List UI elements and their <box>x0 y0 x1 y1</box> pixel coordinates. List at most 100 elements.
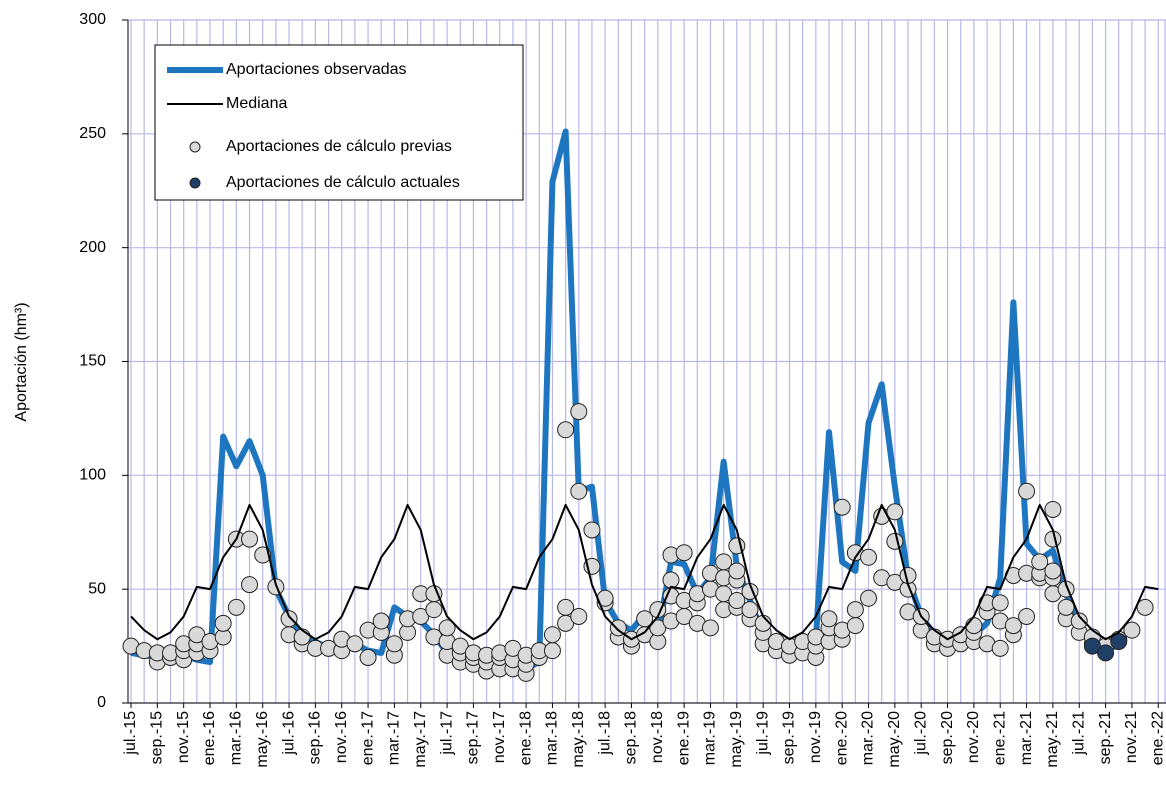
data-point <box>675 544 693 562</box>
data-point <box>346 635 364 653</box>
data-point <box>425 601 443 619</box>
x-tick-label: may.-20 <box>886 711 903 768</box>
x-tick-label: jul.-15 <box>122 711 139 756</box>
data-point <box>359 648 377 666</box>
y-tick-label: 300 <box>79 11 106 28</box>
y-tick-label: 250 <box>79 125 106 142</box>
data-point <box>846 601 864 619</box>
x-tick-label: nov.-20 <box>965 711 982 763</box>
data-point <box>504 639 522 657</box>
data-point <box>636 610 654 628</box>
data-point <box>438 619 456 637</box>
x-tick-label: ene.-19 <box>675 711 692 765</box>
y-tick-label: 200 <box>79 239 106 256</box>
data-point <box>1044 562 1062 580</box>
data-point <box>570 607 588 625</box>
data-point <box>886 573 904 591</box>
data-line <box>130 503 1159 641</box>
y-tick-label: 100 <box>79 467 106 484</box>
x-tick-label: ene.-20 <box>833 711 850 765</box>
x-tick-label: ene.-18 <box>517 711 534 765</box>
x-tick-label: sep.-19 <box>781 711 798 764</box>
x-tick-label: nov.-16 <box>333 711 350 763</box>
data-point <box>701 619 719 637</box>
data-point <box>543 642 561 660</box>
x-tick-label: may.-16 <box>254 711 271 768</box>
x-tick-label: sep.-20 <box>939 711 956 764</box>
x-tick-label: ene.-21 <box>991 711 1008 765</box>
y-tick-label: 0 <box>97 694 106 711</box>
data-point <box>385 635 403 653</box>
x-tick-label: jul.-20 <box>912 711 929 756</box>
legend-label: Mediana <box>226 95 287 112</box>
data-point <box>241 530 259 548</box>
data-point <box>846 617 864 635</box>
x-tick-label: mar.-19 <box>702 711 719 765</box>
data-point <box>1136 598 1154 616</box>
data-point <box>1044 500 1062 518</box>
data-point <box>557 598 575 616</box>
x-tick-label: mar.-16 <box>228 711 245 765</box>
data-point <box>741 601 759 619</box>
data-point <box>1070 612 1088 630</box>
x-tick-label: sep.-15 <box>149 711 166 764</box>
x-tick-label: nov.-17 <box>491 711 508 763</box>
data-point <box>728 592 746 610</box>
x-tick-label: nov.-18 <box>649 711 666 763</box>
data-point <box>965 617 983 635</box>
x-tick-label: mar.-20 <box>860 711 877 765</box>
data-point <box>214 614 232 632</box>
data-point <box>188 626 206 644</box>
data-point <box>1004 617 1022 635</box>
x-tick-label: mar.-18 <box>544 711 561 765</box>
x-tick-label: may.-17 <box>412 711 429 768</box>
legend-label: Aportaciones de cálculo actuales <box>226 174 460 191</box>
x-tick-label: sep.-17 <box>465 711 482 764</box>
data-point <box>1018 482 1036 500</box>
data-point <box>583 521 601 539</box>
data-point <box>715 553 733 571</box>
x-tick-label: may.-19 <box>728 711 745 768</box>
x-tick-label: jul.-21 <box>1070 711 1087 756</box>
data-point <box>1057 598 1075 616</box>
y-tick-label: 50 <box>88 580 106 597</box>
x-tick-label: nov.-21 <box>1123 711 1140 763</box>
x-tick-label: mar.-17 <box>386 711 403 765</box>
legend-label: Aportaciones de cálculo previas <box>226 138 452 155</box>
x-tick-label: may.-21 <box>1044 711 1061 768</box>
data-point <box>293 628 311 646</box>
y-tick-label: 150 <box>79 353 106 370</box>
data-point <box>820 610 838 628</box>
data-point <box>570 403 588 421</box>
data-point <box>991 639 1009 657</box>
legend-swatch <box>189 177 201 189</box>
data-point <box>649 619 667 637</box>
data-point <box>412 607 430 625</box>
legend-label: Aportaciones observadas <box>226 61 407 78</box>
x-tick-label: jul.-17 <box>438 711 455 756</box>
x-tick-label: ene.-16 <box>201 711 218 765</box>
data-point <box>570 482 588 500</box>
x-tick-label: jul.-18 <box>596 711 613 756</box>
data-point <box>1018 607 1036 625</box>
data-point <box>1083 637 1101 655</box>
data-point <box>1097 644 1115 662</box>
x-tick-label: sep.-21 <box>1097 711 1114 764</box>
data-point <box>241 576 259 594</box>
data-point <box>728 562 746 580</box>
x-tick-label: jul.-16 <box>280 711 297 756</box>
x-tick-label: sep.-16 <box>307 711 324 764</box>
x-tick-label: may.-18 <box>570 711 587 768</box>
data-point <box>833 498 851 516</box>
y-axis-label: Aportación (hm³) <box>13 302 30 421</box>
data-point <box>886 532 904 550</box>
data-point <box>227 598 245 616</box>
data-point <box>886 503 904 521</box>
x-tick-label: nov.-19 <box>807 711 824 763</box>
data-point <box>372 612 390 630</box>
x-tick-label: ene.-22 <box>1149 711 1166 765</box>
data-point <box>860 589 878 607</box>
data-point <box>1031 553 1049 571</box>
data-point <box>662 571 680 589</box>
